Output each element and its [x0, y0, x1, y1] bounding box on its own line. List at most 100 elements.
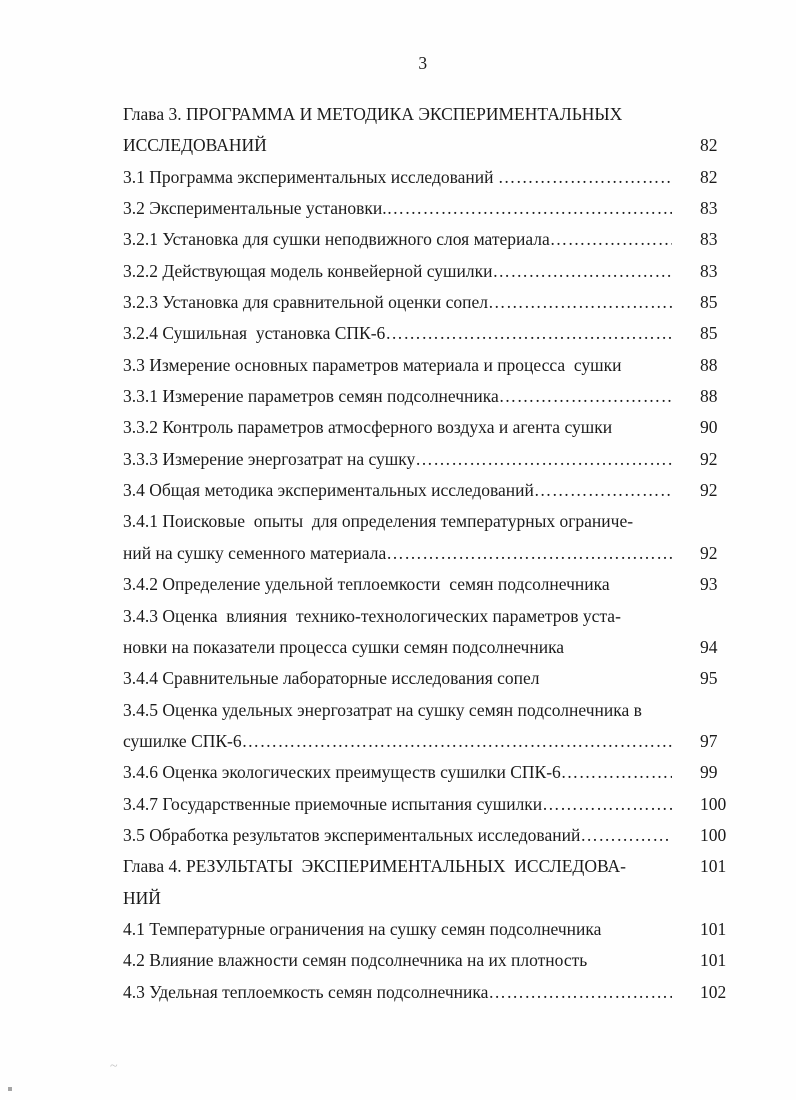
toc-row: 3.2.1 Установка для сушки неподвижного с… — [123, 224, 745, 255]
toc-row: 3.2 Экспериментальные установки.……………………… — [123, 193, 745, 224]
toc-entry-title: 3.2.2 Действующая модель конвейерной суш… — [123, 260, 493, 281]
toc-row: 3.2.4 Сушильная установка СПК-6………………………… — [123, 318, 745, 349]
toc-entry-page: 83 — [700, 260, 718, 281]
toc-row-line: 3.3.3 Измерение энергозатрат на сушку………… — [123, 444, 672, 475]
toc-row-line: 3.3.1 Измерение параметров семян подсолн… — [123, 381, 672, 412]
toc-row: 3.4.5 Оценка удельных энергозатрат на су… — [123, 695, 745, 726]
toc-row-line: 3.3 Измерение основных параметров матери… — [123, 350, 672, 381]
toc-row: 3.4.2 Определение удельной теплоемкости … — [123, 569, 745, 600]
dot-leader: ……………………………………………………………………………………………… — [488, 981, 672, 1002]
toc-row-line: 3.1 Программа экспериментальных исследов… — [123, 162, 672, 193]
toc-entry-page: 85 — [700, 323, 718, 344]
toc-entry-title: 3.4.1 Поисковые опыты для определения те… — [123, 511, 634, 532]
dot-leader: ……………………………………………………………………………………………… — [560, 762, 672, 783]
toc-row: 4.1 Температурные ограничения на сушку с… — [123, 914, 745, 945]
toc-row-line: 3.4 Общая методика экспериментальных исс… — [123, 475, 672, 506]
toc-entry-title: 3.4.7 Государственные приемочные испытан… — [123, 793, 543, 814]
scan-artifact-dot — [8, 1087, 12, 1091]
toc-entry-title: Глава 3. ПРОГРАММА И МЕТОДИКА ЭКСПЕРИМЕН… — [123, 104, 623, 124]
toc-row: 4.3 Удельная теплоемкость семян подсолне… — [123, 977, 745, 1008]
toc-entry-title: новки на показатели процесса сушки семян… — [123, 636, 565, 657]
toc-row-line: 4.3 Удельная теплоемкость семян подсолне… — [123, 977, 672, 1008]
toc-row: 3.5 Обработка результатов эксперименталь… — [123, 820, 745, 851]
toc-entry-page: 97 — [700, 730, 718, 751]
toc-row: 3.1 Программа экспериментальных исследов… — [123, 162, 745, 193]
toc-row-line: 3.3.2 Контроль параметров атмосферного в… — [123, 412, 672, 443]
toc-entry-page: 88 — [700, 386, 718, 407]
toc-entry-page: 82 — [700, 166, 718, 187]
toc-row-line: 3.2 Экспериментальные установки.……………………… — [123, 193, 672, 224]
toc-row: 3.2.2 Действующая модель конвейерной суш… — [123, 256, 745, 287]
toc-row: 3.4.4 Сравнительные лабораторные исследо… — [123, 663, 745, 694]
toc-row: 3.3.1 Измерение параметров семян подсолн… — [123, 381, 745, 412]
scan-artifact-apostrophe: ’ — [228, 274, 232, 286]
dot-leader: ……………………………………………………………………………………………… — [415, 448, 672, 469]
dot-leader: ……………………………………………………………………………………………… — [492, 260, 672, 281]
toc-row: 3.3.2 Контроль параметров атмосферного в… — [123, 412, 745, 443]
toc-entry-title: 3.5 Обработка результатов эксперименталь… — [123, 824, 581, 845]
toc-row-line: 3.4.1 Поисковые опыты для определения те… — [123, 506, 672, 537]
toc-row-line: 3.4.4 Сравнительные лабораторные исследо… — [123, 663, 672, 694]
dot-leader: ……………………………………………………………………………………………… — [488, 292, 672, 313]
toc-entry-title: 3.4.4 Сравнительные лабораторные исследо… — [123, 668, 540, 689]
toc-row: новки на показатели процесса сушки семян… — [123, 632, 745, 663]
toc-entry-title: 4.1 Температурные ограничения на сушку с… — [123, 918, 602, 939]
toc-entry-title: 3.3.3 Измерение энергозатрат на сушку — [123, 448, 416, 469]
toc-entry-title: 3.3.1 Измерение параметров семян подсолн… — [123, 386, 499, 407]
toc-row-line: 3.4.5 Оценка удельных энергозатрат на су… — [123, 695, 672, 726]
toc-row: ИССЛЕДОВАНИЙ 82 — [123, 130, 745, 161]
toc-row: 3.3 Измерение основных параметров матери… — [123, 350, 745, 381]
toc-entry-page: 92 — [700, 448, 718, 469]
toc-entry-page: 92 — [700, 542, 718, 563]
toc-entry-title: ИССЛЕДОВАНИЙ — [123, 135, 267, 156]
toc-entry-page: 82 — [700, 135, 718, 156]
dot-leader: ……………………………………………………………………………………………… — [498, 386, 672, 407]
toc-entry-page: 101 — [700, 856, 727, 877]
toc-row: 3.4.1 Поисковые опыты для определения те… — [123, 506, 745, 537]
toc-entry-title: 3.4.3 Оценка влияния технико-технологиче… — [123, 605, 621, 626]
toc-row-line: НИЙ — [123, 883, 672, 914]
toc-entry-title: 3.4.2 Определение удельной теплоемкости … — [123, 574, 610, 595]
toc-row: Глава 4. РЕЗУЛЬТАТЫ ЭКСПЕРИМЕНТАЛЬНЫХ ИС… — [123, 851, 745, 882]
toc-entry-title: 3.4.6 Оценка экологических преимуществ с… — [123, 762, 561, 783]
toc-entry-page: 90 — [700, 417, 718, 438]
dot-leader: ……………………………………………………………………………………………… — [542, 793, 672, 814]
toc-row-line: 3.2.4 Сушильная установка СПК-6………………………… — [123, 318, 672, 349]
table-of-contents: Глава 3. ПРОГРАММА И МЕТОДИКА ЭКСПЕРИМЕН… — [123, 99, 745, 1008]
toc-entry-title: 3.3.2 Контроль параметров атмосферного в… — [123, 417, 613, 438]
toc-row: 3.3.3 Измерение энергозатрат на сушку………… — [123, 444, 745, 475]
toc-entry-page: 83 — [700, 198, 718, 219]
toc-entry-page: 85 — [700, 292, 718, 313]
toc-entry-page: 83 — [700, 229, 718, 250]
toc-row-line: 3.2.2 Действующая модель конвейерной суш… — [123, 256, 672, 287]
toc-entry-page: 101 — [700, 918, 727, 939]
toc-entry-title: ний на сушку семенного материала — [123, 542, 387, 563]
toc-entry-title: 3.3 Измерение основных параметров матери… — [123, 354, 622, 375]
toc-entry-page: 100 — [700, 824, 727, 845]
toc-row: 3.4.6 Оценка экологических преимуществ с… — [123, 757, 745, 788]
toc-row-line: 3.4.6 Оценка экологических преимуществ с… — [123, 757, 672, 788]
toc-entry-title: 3.2.1 Установка для сушки неподвижного с… — [123, 229, 550, 250]
toc-row-line: 3.2.3 Установка для сравнительной оценки… — [123, 287, 672, 318]
toc-entry-page: 95 — [700, 668, 718, 689]
dot-leader: ……………………………………………………………………………………………… — [549, 229, 672, 250]
toc-row: НИЙ — [123, 883, 745, 914]
toc-entry-page: 101 — [700, 950, 727, 971]
toc-entry-title: 3.2.4 Сушильная установка СПК-6 — [123, 323, 386, 344]
toc-row-line: 3.2.1 Установка для сушки неподвижного с… — [123, 224, 672, 255]
dot-leader: ……………………………………………………………………………………………… — [497, 166, 672, 187]
toc-row-line: новки на показатели процесса сушки семян… — [123, 632, 672, 663]
toc-row-line: ИССЛЕДОВАНИЙ — [123, 130, 672, 161]
toc-entry-page: 99 — [700, 762, 718, 783]
toc-entry-page: 94 — [700, 636, 718, 657]
toc-row: 3.4.3 Оценка влияния технико-технологиче… — [123, 601, 745, 632]
dot-leader: ……………………………………………………………………………………………… — [386, 542, 672, 563]
toc-row: Глава 3. ПРОГРАММА И МЕТОДИКА ЭКСПЕРИМЕН… — [123, 99, 745, 130]
dot-leader: ……………………………………………………………………………………………… — [386, 198, 672, 219]
toc-entry-page: 88 — [700, 354, 718, 375]
toc-row-line: Глава 4. РЕЗУЛЬТАТЫ ЭКСПЕРИМЕНТАЛЬНЫХ ИС… — [123, 851, 672, 882]
dot-leader: ……………………………………………………………………………………………… — [533, 480, 672, 501]
toc-entry-title: 3.2 Экспериментальные установки. — [123, 198, 387, 219]
toc-row: 4.2 Влияние влажности семян подсолнечник… — [123, 945, 745, 976]
